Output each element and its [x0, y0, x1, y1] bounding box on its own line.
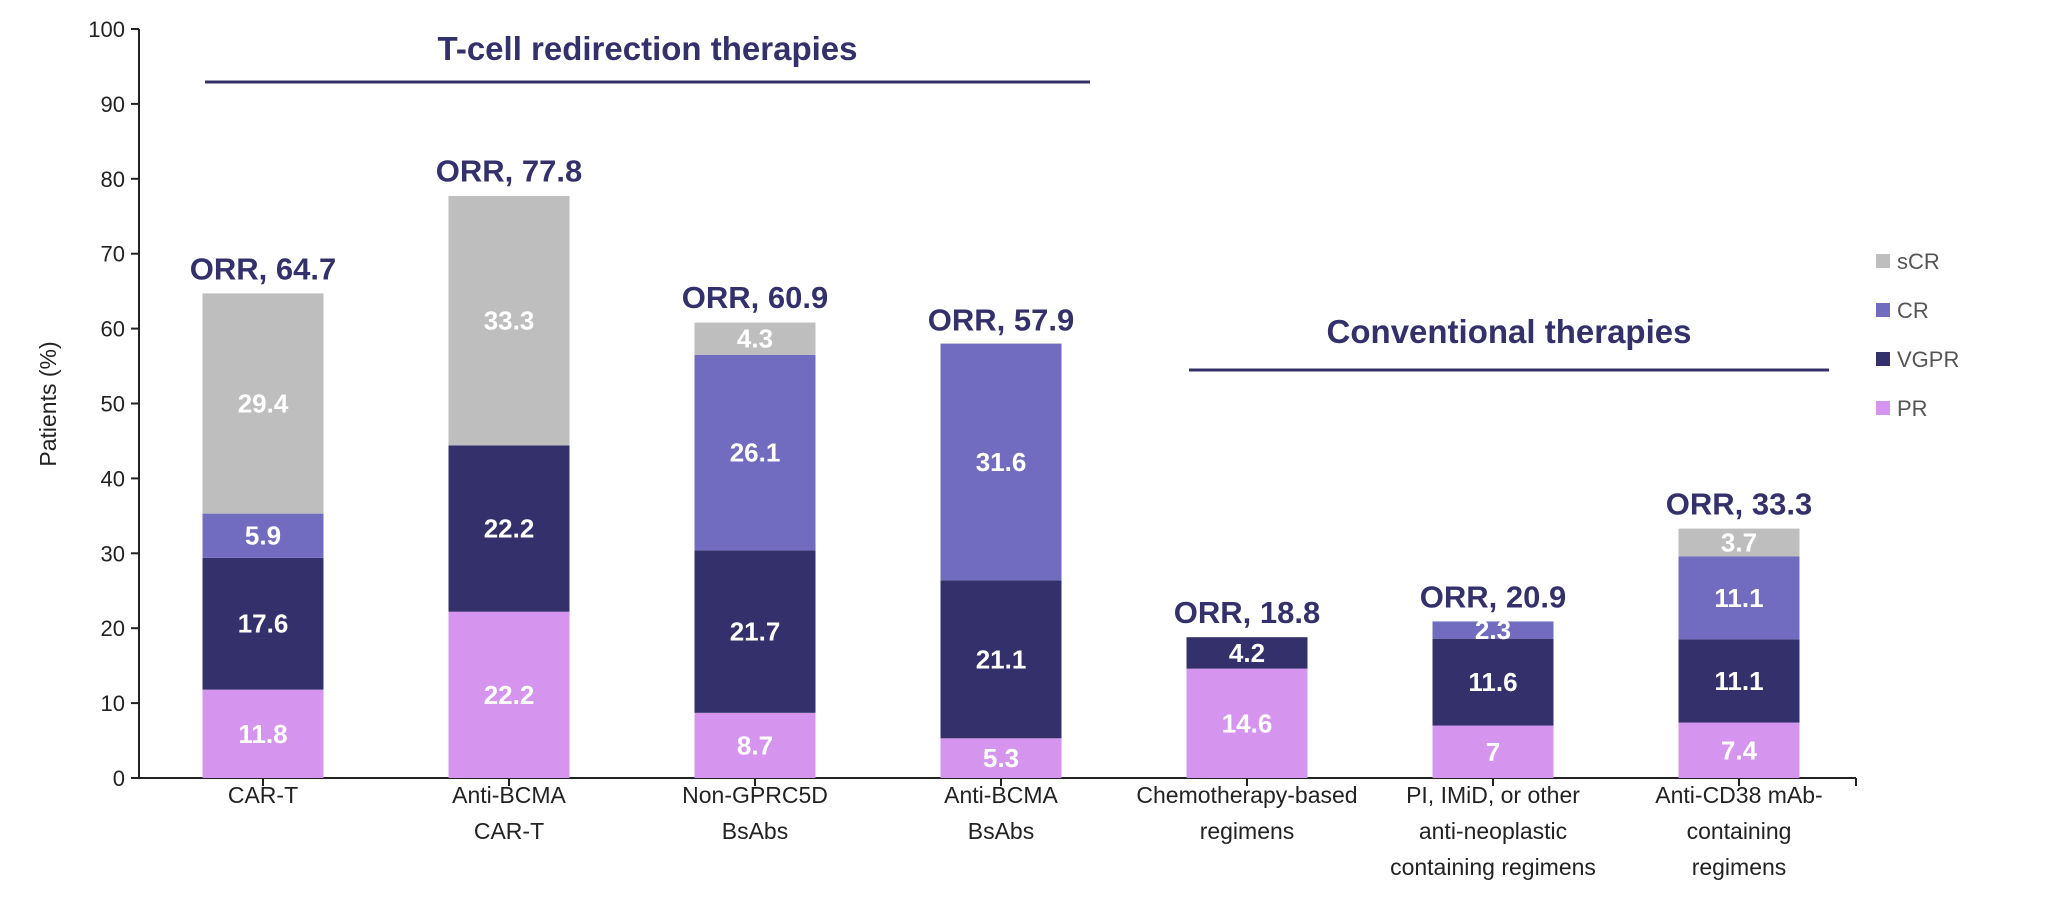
group-headers: T-cell redirection therapies Conventional… [205, 30, 1829, 372]
bar-segment-pr [448, 611, 570, 778]
bar-segment-scr [694, 322, 816, 355]
y-tick-label: 40 [101, 466, 125, 491]
x-tick-label: CAR-T [228, 782, 298, 808]
bar-segment-pr [940, 738, 1062, 778]
y-tick-label: 90 [101, 92, 125, 117]
data-label: 21.7 [730, 617, 781, 647]
x-tick-label: PI, IMiD, or other [1406, 782, 1580, 808]
x-tick-label: Non-GPRC5D [682, 782, 828, 808]
bar-segment-vgpr [1432, 638, 1554, 726]
bar-segment-vgpr [1678, 639, 1800, 723]
data-label: 21.1 [976, 644, 1027, 674]
y-tick-label: 0 [113, 766, 125, 791]
legend: sCR CR VGPR PR [1876, 249, 1959, 421]
x-tick-label: anti-neoplastic [1419, 818, 1567, 844]
bar-segment-cr [1432, 621, 1554, 639]
bar-segment-vgpr [448, 445, 570, 612]
bar-segment-cr [940, 343, 1062, 581]
orr-label: ORR, 18.8 [1174, 595, 1320, 630]
bar-segment-scr [1678, 528, 1800, 557]
data-label: 26.1 [730, 438, 781, 468]
x-tick-label: Anti-CD38 mAb- [1655, 782, 1822, 808]
bar-segment-vgpr [202, 557, 324, 690]
data-label: 8.7 [737, 730, 773, 760]
legend-swatch-pr [1876, 401, 1890, 415]
x-tick-label: BsAbs [722, 818, 788, 844]
data-label: 7 [1486, 737, 1500, 767]
y-tick-label: 100 [88, 17, 125, 42]
data-label: 14.6 [1222, 708, 1273, 738]
legend-swatch-vgpr [1876, 352, 1890, 366]
data-label: 5.3 [983, 743, 1019, 773]
y-tick-label: 20 [101, 616, 125, 641]
orr-label: ORR, 20.9 [1420, 579, 1566, 614]
orr-label: ORR, 64.7 [190, 251, 336, 286]
group-title: T-cell redirection therapies [438, 30, 858, 67]
x-tick-label: Anti-BCMA [944, 782, 1058, 808]
bars [202, 196, 1800, 778]
data-label: 11.1 [1714, 583, 1763, 613]
orr-label: ORR, 33.3 [1666, 487, 1812, 522]
data-label: 4.3 [737, 324, 773, 354]
bar-segment-cr [202, 513, 324, 558]
bar-segment-pr [694, 712, 816, 778]
bar-segment-pr [1186, 668, 1308, 778]
bar-segment-vgpr [694, 550, 816, 713]
legend-label: sCR [1897, 249, 1940, 274]
bar-segment-scr [202, 293, 324, 514]
x-tick-label: containing [1687, 818, 1792, 844]
bar-segment-pr [1678, 722, 1800, 778]
x-tick-label: BsAbs [968, 818, 1034, 844]
orr-label: ORR, 57.9 [928, 302, 1074, 337]
data-label: 22.2 [484, 680, 535, 710]
data-label: 29.4 [238, 389, 289, 419]
x-tick-label: Anti-BCMA [452, 782, 566, 808]
legend-swatch-cr [1876, 303, 1890, 317]
data-label: 4.2 [1229, 638, 1265, 668]
y-tick-label: 50 [101, 392, 125, 417]
data-label: 17.6 [238, 609, 289, 639]
x-tick-label: CAR-T [474, 818, 544, 844]
bar-segment-pr [202, 689, 324, 778]
legend-label: VGPR [1897, 347, 1959, 372]
y-tick-label: 80 [101, 167, 125, 192]
y-axis-title: Patients (%) [35, 341, 61, 466]
data-label: 33.3 [484, 306, 535, 336]
legend-label: PR [1897, 396, 1928, 421]
data-label: 5.9 [245, 521, 281, 551]
orr-label: ORR, 77.8 [436, 153, 582, 188]
orr-label: ORR, 60.9 [682, 280, 828, 315]
y-tick-label: 30 [101, 541, 125, 566]
data-label: 22.2 [484, 514, 535, 544]
bar-segment-vgpr [940, 580, 1062, 739]
legend-label: CR [1897, 298, 1929, 323]
group-title: Conventional therapies [1327, 313, 1692, 350]
bar-segment-vgpr [1186, 637, 1308, 669]
x-tick-label: regimens [1692, 854, 1787, 880]
data-label: 31.6 [976, 447, 1027, 477]
bar-segment-cr [694, 354, 816, 551]
bar-segment-cr [1678, 556, 1800, 640]
bar-segment-pr [1432, 725, 1554, 778]
legend-swatch-scr [1876, 254, 1890, 268]
x-tick-label: regimens [1200, 818, 1295, 844]
data-label: 2.3 [1475, 615, 1511, 645]
y-tick-label: 60 [101, 317, 125, 342]
x-tick-label: containing regimens [1390, 854, 1596, 880]
axes: 0 10 20 30 40 50 60 70 80 90 100 CAR-T Anti-BCMA CAR-… [88, 17, 1857, 880]
data-label: 11.8 [238, 719, 287, 749]
bar-segment-scr [448, 196, 570, 446]
data-label: 11.1 [1714, 666, 1763, 696]
data-label: 7.4 [1721, 735, 1758, 765]
data-label: 11.6 [1468, 667, 1517, 697]
y-tick-label: 70 [101, 242, 125, 267]
labels: 11.8 17.6 5.9 29.4 ORR, 64.7 22.2 22.2 33.3 ORR,… [190, 153, 1812, 773]
data-label: 3.7 [1721, 527, 1757, 557]
x-tick-label: Chemotherapy-based [1136, 782, 1357, 808]
y-tick-label: 10 [101, 691, 125, 716]
